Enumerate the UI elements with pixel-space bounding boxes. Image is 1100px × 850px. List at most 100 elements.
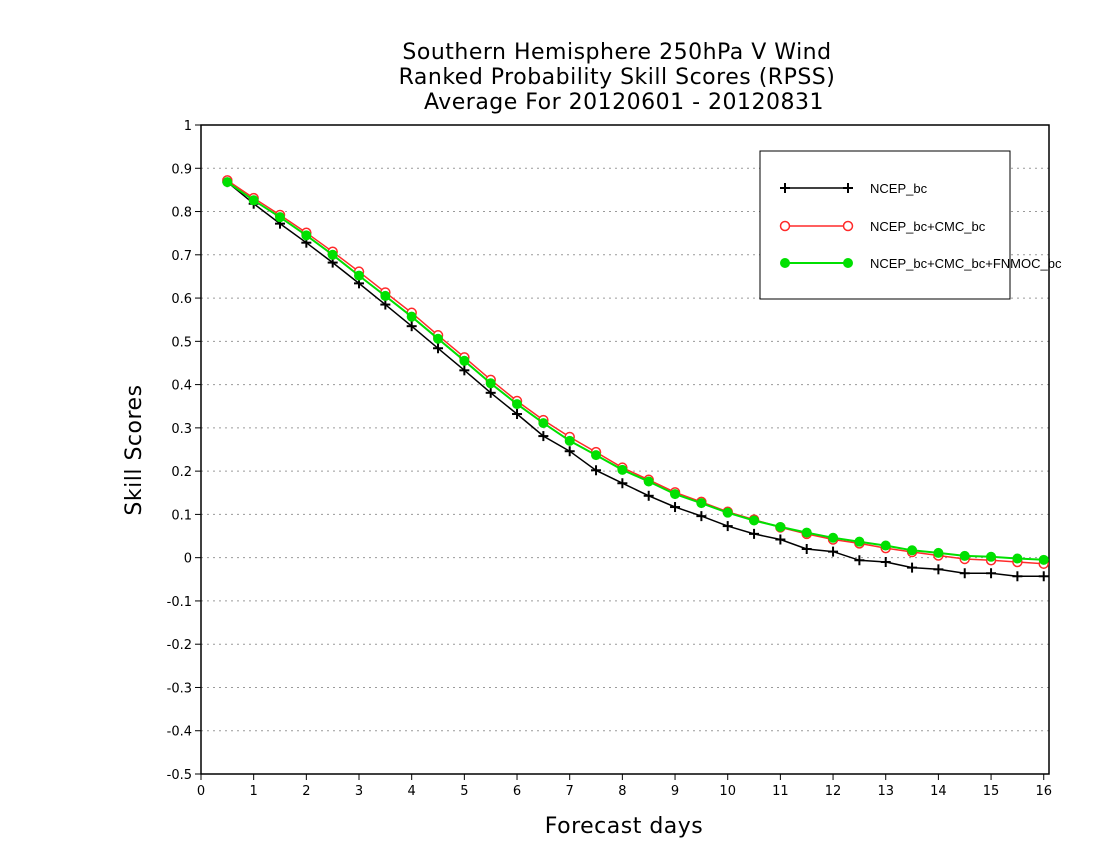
x-tick-label: 7 (566, 784, 574, 799)
data-point (591, 450, 602, 461)
x-tick-label: 3 (355, 784, 363, 799)
x-tick-label: 14 (930, 784, 947, 799)
x-tick-label: 6 (513, 784, 521, 799)
legend-label: NCEP_bc+CMC_bc+FNMOC_bc (870, 256, 1062, 271)
y-axis-title: Skill Scores (122, 384, 147, 515)
chart-title-line-1: Southern Hemisphere 250hPa V Wind (402, 40, 831, 65)
data-point (1012, 553, 1023, 564)
data-point (564, 446, 575, 457)
y-tick-label: -0.1 (167, 595, 192, 610)
legend-entry-1: NCEP_bc+CMC_bc (779, 219, 986, 234)
data-point (459, 365, 470, 376)
data-point (775, 521, 786, 532)
data-point (959, 550, 970, 561)
data-point (986, 551, 997, 562)
legend-entry-0: NCEP_bc (780, 181, 928, 196)
data-point (749, 528, 760, 539)
y-tick-label: 0.5 (171, 335, 192, 350)
data-point (933, 547, 944, 558)
data-point (801, 544, 812, 555)
data-point (670, 489, 681, 500)
data-point (986, 568, 997, 579)
x-tick-label: 16 (1035, 784, 1052, 799)
y-tick-label: -0.3 (167, 681, 192, 696)
data-point (959, 568, 970, 579)
chart-title-line-3: Average For 20120601 - 20120831 (424, 90, 824, 115)
data-point (749, 515, 760, 526)
y-tick-label: 0.1 (171, 508, 192, 523)
y-tick-label: -0.2 (167, 638, 192, 653)
data-point (485, 378, 496, 389)
series-2 (222, 177, 1049, 565)
legend-marker (780, 183, 790, 193)
data-point (538, 418, 549, 429)
data-point (433, 333, 444, 344)
data-point (275, 212, 286, 223)
data-point (880, 540, 891, 551)
y-tick-label: 0.9 (171, 162, 192, 177)
data-point (1038, 571, 1049, 582)
data-point (854, 536, 865, 547)
x-tick-label: 8 (618, 784, 626, 799)
data-point (643, 490, 654, 501)
data-point (696, 498, 707, 509)
y-tick-label: -0.4 (167, 725, 192, 740)
data-point (538, 431, 549, 442)
data-point (617, 464, 628, 475)
data-point (722, 507, 733, 518)
legend: NCEP_bc NCEP_bc+CMC_bc NCEP_bc+CMC_bc+FNMO… (759, 150, 1062, 300)
data-point (643, 476, 654, 487)
data-point (696, 511, 707, 522)
data-point (406, 311, 417, 322)
data-point (617, 478, 628, 489)
x-tick-label: 11 (772, 784, 789, 799)
data-point (248, 195, 259, 206)
y-tick-label: 0 (184, 552, 192, 567)
data-point (670, 502, 681, 513)
data-point (828, 546, 839, 557)
data-point (327, 249, 338, 260)
data-point (433, 343, 444, 354)
legend-label: NCEP_bc (870, 181, 928, 196)
data-point (933, 564, 944, 575)
x-tick-label: 12 (825, 784, 842, 799)
legend-entry-2: NCEP_bc+CMC_bc+FNMOC_bc (780, 256, 1062, 271)
x-tick-label: 4 (408, 784, 416, 799)
data-point (907, 545, 918, 556)
data-point (512, 399, 523, 410)
y-tick-label: 0.8 (171, 206, 192, 221)
legend-marker (780, 258, 790, 268)
y-tick-label: 0.3 (171, 422, 192, 437)
data-point (406, 321, 417, 332)
data-point (380, 299, 391, 310)
data-point (722, 521, 733, 532)
legend-label: NCEP_bc+CMC_bc (870, 219, 986, 234)
y-tick-label: 0.4 (171, 379, 192, 394)
data-point (828, 532, 839, 543)
x-tick-label: 15 (983, 784, 1000, 799)
y-tick-label: -0.5 (167, 768, 192, 783)
data-point (354, 270, 365, 281)
x-axis-title: Forecast days (545, 814, 704, 839)
data-point (485, 387, 496, 398)
x-tick-label: 0 (197, 784, 205, 799)
legend-marker (842, 220, 854, 232)
data-point (775, 534, 786, 545)
legend-marker (779, 220, 791, 232)
data-point (222, 177, 233, 188)
x-tick-label: 2 (302, 784, 310, 799)
data-point (1038, 554, 1049, 565)
series-layer (222, 175, 1049, 582)
plot-frame (200, 124, 1050, 775)
legend-marker (843, 258, 853, 268)
y-tick-label: 1 (184, 119, 192, 134)
data-point (459, 355, 470, 366)
x-tick-label: 9 (671, 784, 679, 799)
x-tick-label: 1 (250, 784, 258, 799)
data-point (380, 290, 391, 301)
axes: -0.5 -0.4 -0.3 -0.2 -0.1 0 0.1 0.2 0.3 0.4 0.5 0.6 0… (167, 119, 1052, 799)
data-point (854, 555, 865, 566)
chart-title-line-2: Ranked Probability Skill Scores (RPSS) (399, 65, 836, 90)
y-tick-label: 0.7 (171, 249, 192, 264)
